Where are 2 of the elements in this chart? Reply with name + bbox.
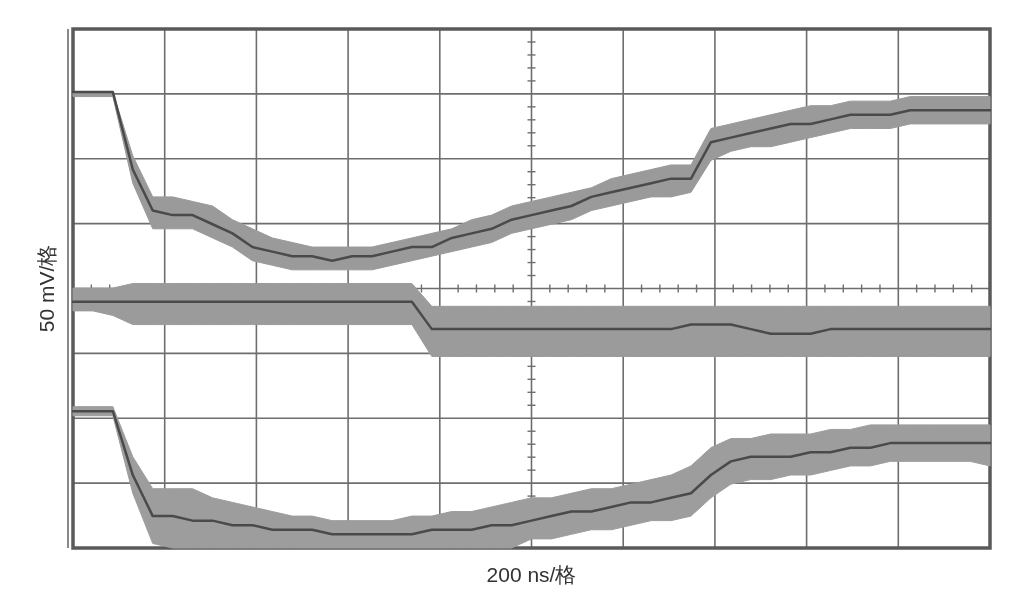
x-axis-title: 200 ns/格 (486, 563, 577, 586)
y-axis-title: 50 mV/格 (34, 244, 58, 333)
